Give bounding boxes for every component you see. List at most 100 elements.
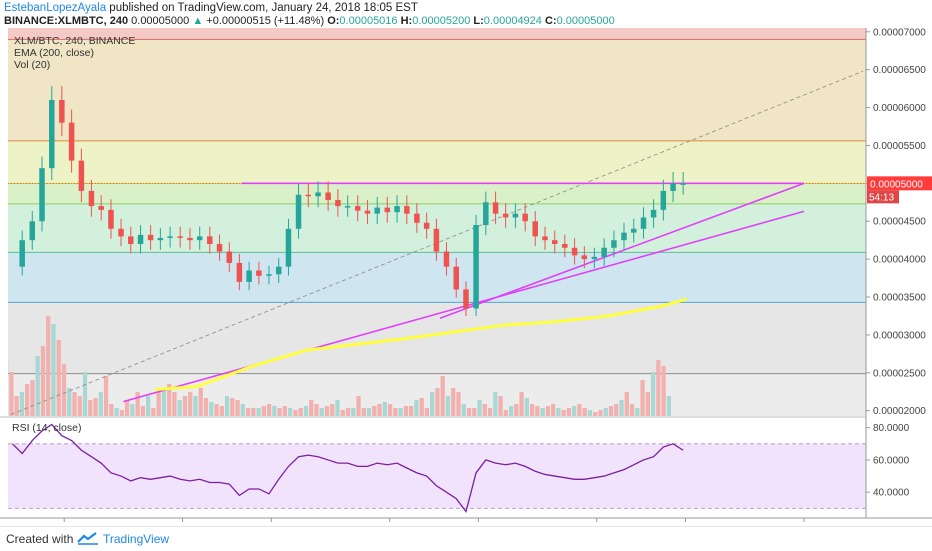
candle <box>256 270 262 276</box>
footer: Created with TradingView <box>0 526 932 551</box>
candle <box>394 206 400 213</box>
volume-bar <box>561 410 566 416</box>
price-tick-label: 0.00006500 <box>873 65 926 76</box>
candle <box>463 289 469 309</box>
candle <box>453 266 459 290</box>
candle <box>532 221 538 237</box>
candle <box>443 251 450 267</box>
candle <box>640 217 647 229</box>
price-chart[interactable]: 0.00007000 0.00006500 0.00006000 0.00005500… <box>0 28 932 524</box>
volume-bar <box>566 408 572 416</box>
trendline[interactable] <box>439 182 805 319</box>
ohlc-header: BINANCE:XLMBTC, 240 0.00005000 ▲ +0.0000… <box>4 15 615 27</box>
volume-bar <box>529 404 535 416</box>
candle <box>611 240 617 248</box>
candle <box>374 207 380 214</box>
candle <box>660 190 667 210</box>
candle <box>157 237 164 241</box>
candle <box>167 236 173 238</box>
candle <box>196 236 203 241</box>
volume-bar <box>161 388 167 416</box>
volume-bar <box>619 400 624 416</box>
candle <box>670 183 676 191</box>
volume-bar <box>188 392 193 416</box>
volume-bar <box>372 406 377 416</box>
legend-ema: EMA (200, close) <box>14 47 94 59</box>
volume-bar <box>472 408 477 416</box>
candle <box>295 194 302 229</box>
high-value: 0.00005200 <box>412 15 471 27</box>
candle <box>88 190 95 207</box>
publish-info: published on TradingView.com, January 24… <box>109 2 418 14</box>
volume-bar <box>193 396 198 416</box>
volume-bar <box>72 392 77 416</box>
volume-bar <box>445 396 451 416</box>
candle <box>275 266 282 275</box>
rsi-legend: RSI (14, close) <box>12 422 81 434</box>
rsi-band <box>8 443 866 509</box>
time-tick-label: 18 <box>473 523 485 524</box>
candle <box>207 236 213 244</box>
volume-bar <box>261 406 266 416</box>
candle <box>522 213 528 222</box>
volume-bar <box>30 380 35 416</box>
candle <box>98 206 104 210</box>
last-price: 0.00005000 <box>131 15 190 27</box>
time-tick-label: 8 <box>180 523 186 524</box>
candle <box>266 274 272 276</box>
time-tick-label: 29 <box>798 523 810 524</box>
volume-bar <box>135 392 140 416</box>
legend-symbol: XLM/BTC, 240, BINANCE <box>14 35 135 47</box>
candle <box>305 194 312 197</box>
volume-bar <box>556 408 561 416</box>
candle <box>364 210 371 214</box>
volume-bar <box>77 396 82 416</box>
volume-bar <box>303 406 309 416</box>
volume-bar <box>377 404 382 416</box>
fib-zone <box>8 183 866 204</box>
price-tick-label: 0.00003000 <box>873 330 926 341</box>
candle <box>177 236 183 238</box>
volume-bar <box>430 392 435 416</box>
candle <box>680 183 686 185</box>
volume-bar <box>482 404 487 416</box>
price-tick-label: 0.00002000 <box>873 406 926 417</box>
volume-bar <box>167 384 172 416</box>
volume-bar <box>351 408 356 416</box>
candle <box>630 228 637 233</box>
volume-bar <box>545 406 551 416</box>
volume-bar <box>435 388 440 416</box>
candle <box>473 225 479 309</box>
volume-bar <box>498 396 503 416</box>
volume-bar <box>393 408 398 416</box>
candle <box>354 206 361 211</box>
volume-bar <box>666 396 671 416</box>
volume-bar <box>661 366 666 416</box>
price-tick-label: 0.00006000 <box>873 103 926 114</box>
candle <box>118 228 124 237</box>
fib-zone <box>8 302 866 374</box>
volume-bar <box>508 406 514 416</box>
candle <box>581 255 588 260</box>
tradingview-brand[interactable]: TradingView <box>103 532 170 546</box>
volume-bar <box>124 400 130 416</box>
candle <box>19 240 25 267</box>
volume-bar <box>130 404 135 416</box>
volume-bar <box>256 408 261 416</box>
volume-bar <box>14 396 19 416</box>
time-tick-label: 25 <box>680 523 692 524</box>
volume-bar <box>477 400 482 416</box>
volume-bar <box>114 408 119 416</box>
candle <box>78 160 85 191</box>
volume-bar <box>345 408 351 416</box>
candle <box>423 222 430 229</box>
volume-bar <box>440 376 445 416</box>
volume-bar <box>272 406 277 416</box>
candle <box>325 192 331 201</box>
countdown-label: 54:13 <box>869 192 894 203</box>
rsi-tick-label: 80.0000 <box>873 423 910 434</box>
volume-bar <box>282 406 288 416</box>
volume-bar <box>309 400 314 416</box>
author-link[interactable]: EstebanLopezAyala <box>4 2 107 14</box>
volume-bar <box>514 404 519 416</box>
